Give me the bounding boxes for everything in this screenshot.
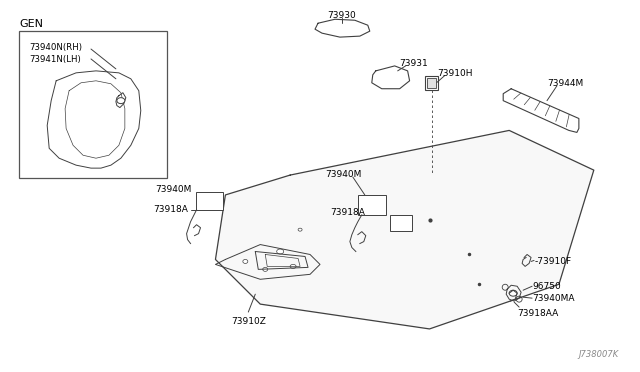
Bar (358, 195, 386, 215)
Text: 73940N(RH): 73940N(RH) (29, 43, 83, 52)
Text: -73910F: -73910F (534, 257, 571, 266)
Text: 73910H: 73910H (438, 69, 473, 78)
Bar (426, 78, 436, 88)
Bar (390, 215, 412, 231)
Text: 96750: 96750 (532, 282, 561, 291)
Text: 73931: 73931 (399, 59, 428, 68)
Ellipse shape (298, 228, 302, 231)
Bar (19, 31, 166, 178)
Text: 73941N(LH): 73941N(LH) (29, 55, 81, 64)
Text: 73918AA: 73918AA (517, 309, 558, 318)
Ellipse shape (243, 259, 248, 263)
Text: 73940M: 73940M (156, 185, 192, 194)
Text: 73918A: 73918A (153, 205, 188, 214)
Ellipse shape (117, 98, 125, 104)
Text: 73910Z: 73910Z (231, 317, 266, 326)
Ellipse shape (290, 264, 296, 268)
Ellipse shape (276, 249, 284, 254)
Text: 73930: 73930 (328, 11, 356, 20)
Text: 73944M: 73944M (547, 79, 583, 88)
Bar (196, 192, 223, 210)
Bar (424, 76, 438, 90)
Text: J738007K: J738007K (579, 350, 619, 359)
Text: 73918A: 73918A (330, 208, 365, 217)
Ellipse shape (263, 267, 268, 271)
Polygon shape (216, 131, 594, 329)
Ellipse shape (509, 290, 517, 296)
Text: GEN: GEN (19, 19, 44, 29)
Text: 73940MA: 73940MA (532, 294, 575, 303)
Text: 73940M: 73940M (325, 170, 362, 179)
